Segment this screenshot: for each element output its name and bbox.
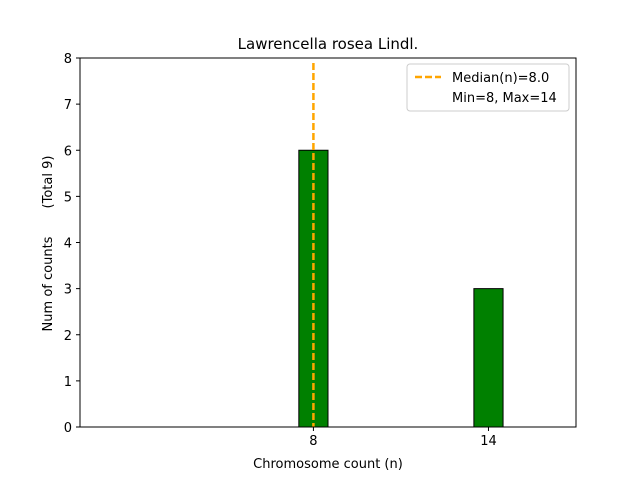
bar-14 (473, 288, 504, 428)
y-tick-label: 4 (64, 237, 72, 252)
x-tick-label: 14 (480, 434, 497, 449)
legend-box (406, 63, 570, 112)
plot-frame (79, 57, 577, 428)
y-tick-label: 6 (64, 144, 72, 159)
y-axis-label: Num of counts (41, 236, 56, 331)
legend: Median(n)=8.0 Min=8, Max=14 (406, 63, 570, 112)
legend-minmax-label: Min=8, Max=14 (452, 91, 557, 106)
y-tick-label: 2 (64, 329, 72, 344)
plot-area: 0 1 2 3 4 5 6 7 8 8 14 (64, 52, 504, 449)
x-axis-label: Chromosome count (n) (253, 457, 403, 472)
y-tick-label: 8 (64, 52, 72, 67)
y-axis-total-note: (Total 9) (41, 156, 56, 209)
y-tick-label: 1 (64, 375, 72, 390)
legend-median-label: Median(n)=8.0 (452, 71, 549, 86)
y-tick-label: 7 (64, 98, 72, 113)
chart-title: Lawrencella rosea Lindl. (238, 35, 419, 53)
x-tick-label: 8 (309, 434, 317, 449)
y-tick-label: 0 (64, 421, 72, 436)
y-tick-label: 5 (64, 190, 72, 205)
y-tick-label: 3 (64, 283, 72, 298)
